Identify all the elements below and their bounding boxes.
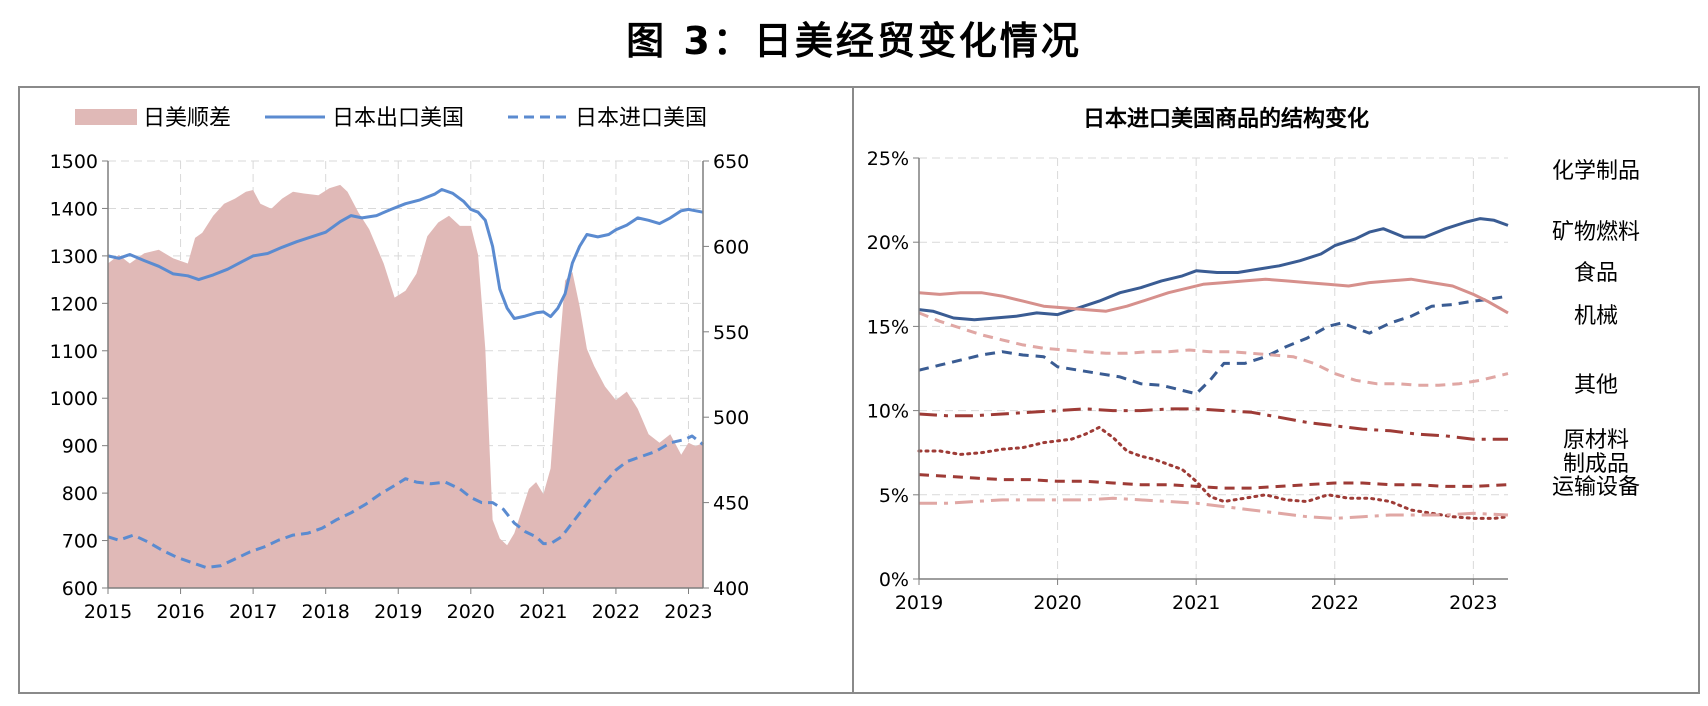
legend-label-imports: 日本进口美国	[575, 106, 707, 131]
x-tick-label: 2020	[447, 601, 495, 623]
y-left-tick-label: 700	[62, 531, 98, 553]
series-line-5	[918, 473, 1509, 490]
x-tick-label: 2022	[1311, 592, 1359, 614]
series-line-1	[918, 294, 1509, 396]
figure-title: 图 3：日美经贸变化情况	[626, 19, 1082, 63]
series-line-4	[918, 407, 1508, 441]
x-tick-label: 2019	[895, 592, 943, 614]
y-left-tick-label: 1200	[50, 293, 98, 315]
x-tick-label: 2021	[1172, 592, 1220, 614]
right-chart-title: 日本进口美国商品的结构变化	[1083, 106, 1369, 132]
series-label-1: 矿物燃料	[1552, 220, 1640, 245]
series-line-exports	[107, 188, 704, 320]
right-chart-panel: 日本进口美国商品的结构变化 0% 5% 10% 15% 20% 25% 2019 2020 202…	[852, 86, 1700, 694]
x-tick-label: 2018	[302, 601, 350, 623]
x-tick-label: 2023	[1449, 592, 1497, 614]
series-label-5: 原材料	[1563, 428, 1629, 453]
y-left-tick-label: 600	[62, 578, 98, 600]
series-label-0: 化学制品	[1552, 159, 1640, 184]
series-label-7: 运输设备	[1552, 475, 1640, 500]
legend-label-exports: 日本出口美国	[332, 106, 464, 131]
y-left-tick-label: 1500	[50, 151, 98, 173]
y-left-tick-label: 900	[62, 436, 98, 458]
y-right-tick-label: 550	[713, 322, 749, 344]
series-line-imports	[107, 434, 704, 569]
y-right-tick-label: 450	[713, 493, 749, 515]
series-label-6: 制成品	[1563, 452, 1629, 477]
series-line-0	[918, 217, 1509, 322]
y-tick-label: 10%	[867, 401, 909, 423]
x-tick-label: 2021	[519, 601, 567, 623]
legend-label-surplus: 日美顺差	[143, 106, 231, 131]
y-left-tick-label: 800	[62, 483, 98, 505]
y-right-tick-label: 600	[713, 236, 749, 258]
series-area-trade-surplus	[108, 184, 703, 588]
y-tick-label: 20%	[867, 232, 909, 254]
y-left-tick-label: 1100	[50, 341, 98, 363]
series-line-3	[918, 311, 1509, 387]
x-tick-label: 2019	[374, 601, 422, 623]
legend-swatch-area	[75, 109, 137, 125]
y-left-tick-label: 1300	[50, 246, 98, 268]
right-chart: 日本进口美国商品的结构变化 0% 5% 10% 15% 20% 25% 2019 2020 202…	[867, 106, 1640, 614]
series-label-2: 食品	[1574, 261, 1618, 286]
y-tick-label: 15%	[867, 316, 909, 338]
x-tick-label: 2015	[84, 601, 132, 623]
y-tick-label: 25%	[867, 148, 909, 170]
x-tick-label: 2023	[664, 601, 712, 623]
y-tick-label: 5%	[879, 485, 909, 507]
left-chart: 600 700 800 900 1000 1100 1200 1300 1400 1500 400 4…	[50, 106, 750, 623]
series-label-4: 其他	[1574, 373, 1618, 398]
series-line-6	[917, 425, 1510, 520]
y-tick-label: 0%	[879, 569, 909, 591]
left-chart-panel: 600 700 800 900 1000 1100 1200 1300 1400 1500 400 4…	[18, 86, 854, 694]
series-line-2	[918, 277, 1509, 315]
y-right-tick-label: 650	[713, 151, 749, 173]
x-tick-label: 2017	[229, 601, 277, 623]
x-tick-label: 2016	[156, 601, 204, 623]
series-label-3: 机械	[1574, 304, 1618, 329]
y-right-tick-label: 500	[713, 407, 749, 429]
x-tick-label: 2020	[1033, 592, 1081, 614]
y-left-tick-label: 1000	[50, 388, 98, 410]
y-right-tick-label: 400	[713, 578, 749, 600]
y-left-tick-label: 1400	[50, 198, 98, 220]
series-line-7	[919, 496, 1509, 520]
x-tick-label: 2022	[592, 601, 640, 623]
